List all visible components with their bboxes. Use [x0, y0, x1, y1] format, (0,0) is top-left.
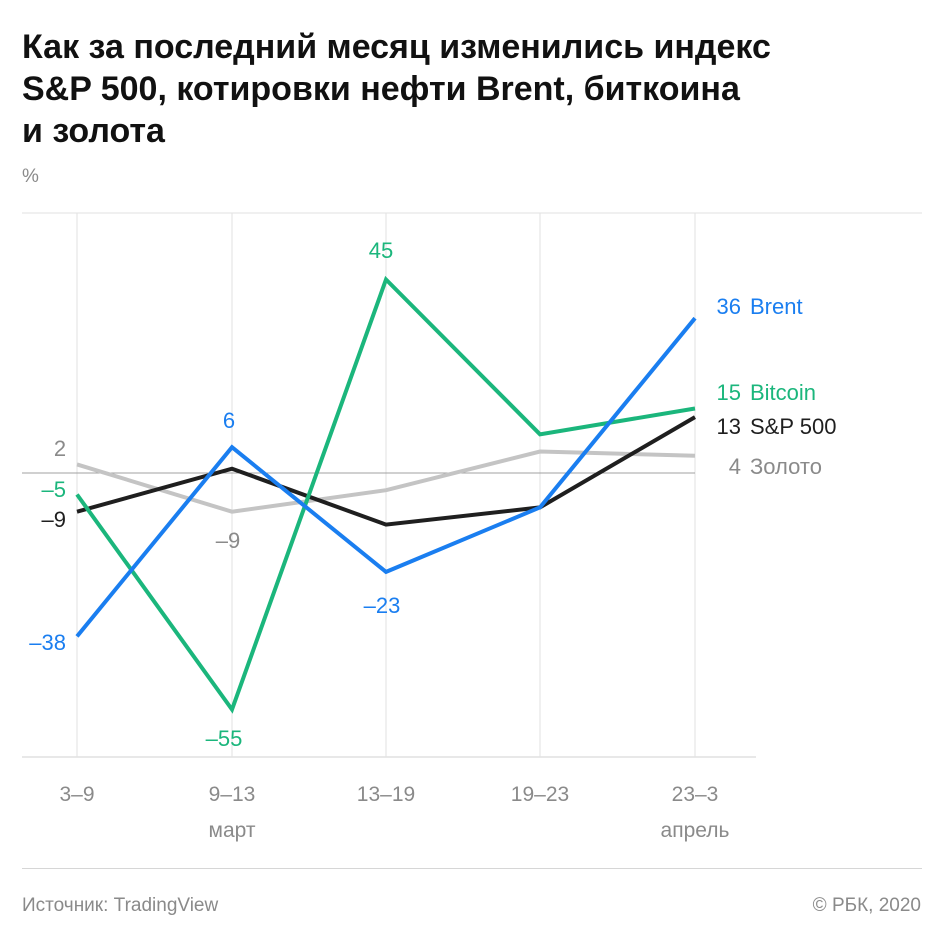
data-label: –9: [42, 507, 66, 532]
series-line-brent: [75, 316, 697, 638]
data-label: –5: [42, 477, 66, 502]
series-line-s-p-500: [76, 415, 697, 527]
chart-title: Как за последний месяц изменились индекс…: [22, 26, 902, 152]
data-label: 6: [223, 408, 235, 433]
data-label: –9: [216, 528, 240, 553]
data-label: 45: [369, 238, 393, 263]
series-name-label: Bitcoin: [750, 380, 816, 405]
x-tick-label: 3–9: [59, 783, 94, 806]
series-end-value: 36: [717, 294, 741, 319]
x-tick-label: 13–19: [357, 783, 415, 806]
x-month-label: апрель: [661, 819, 730, 842]
series-end-value: 15: [717, 380, 741, 405]
series-lines: [75, 275, 697, 714]
series-name-label: Brent: [750, 294, 803, 319]
title-line: и золота: [22, 112, 165, 150]
x-tick-label: 9–13: [209, 783, 256, 806]
x-tick-label: 23–3: [672, 783, 719, 806]
series-end-value: 4: [729, 454, 741, 479]
series-line-золото: [76, 449, 696, 514]
line-chart: % 3–9 9–13 13–19 19–23 23–3 март апрель 2 –9 –9 –5 –…: [22, 166, 922, 842]
title-line: S&P 500, котировки нефти Brent, биткоина: [22, 70, 740, 108]
data-label: –55: [206, 726, 243, 751]
series-line-bitcoin: [75, 275, 696, 714]
source-label: Источник: TradingView: [22, 895, 219, 916]
copyright-label: © РБК, 2020: [812, 895, 921, 916]
x-month-label: март: [209, 819, 256, 842]
series-name-label: Золото: [750, 454, 822, 479]
chart-labels: % 3–9 9–13 13–19 19–23 23–3 март апрель 2 –9 –9 –5 –…: [22, 166, 836, 842]
title-line: Как за последний месяц изменились индекс: [22, 28, 771, 66]
series-end-value: 13: [717, 414, 741, 439]
series-name-label: S&P 500: [750, 414, 836, 439]
data-label: 2: [54, 436, 66, 461]
data-label: –23: [364, 593, 401, 618]
data-label: –38: [29, 630, 66, 655]
x-tick-label: 19–23: [511, 783, 569, 806]
grid: [22, 212, 922, 758]
y-axis-unit-label: %: [22, 166, 39, 187]
footer-divider: [22, 868, 922, 869]
